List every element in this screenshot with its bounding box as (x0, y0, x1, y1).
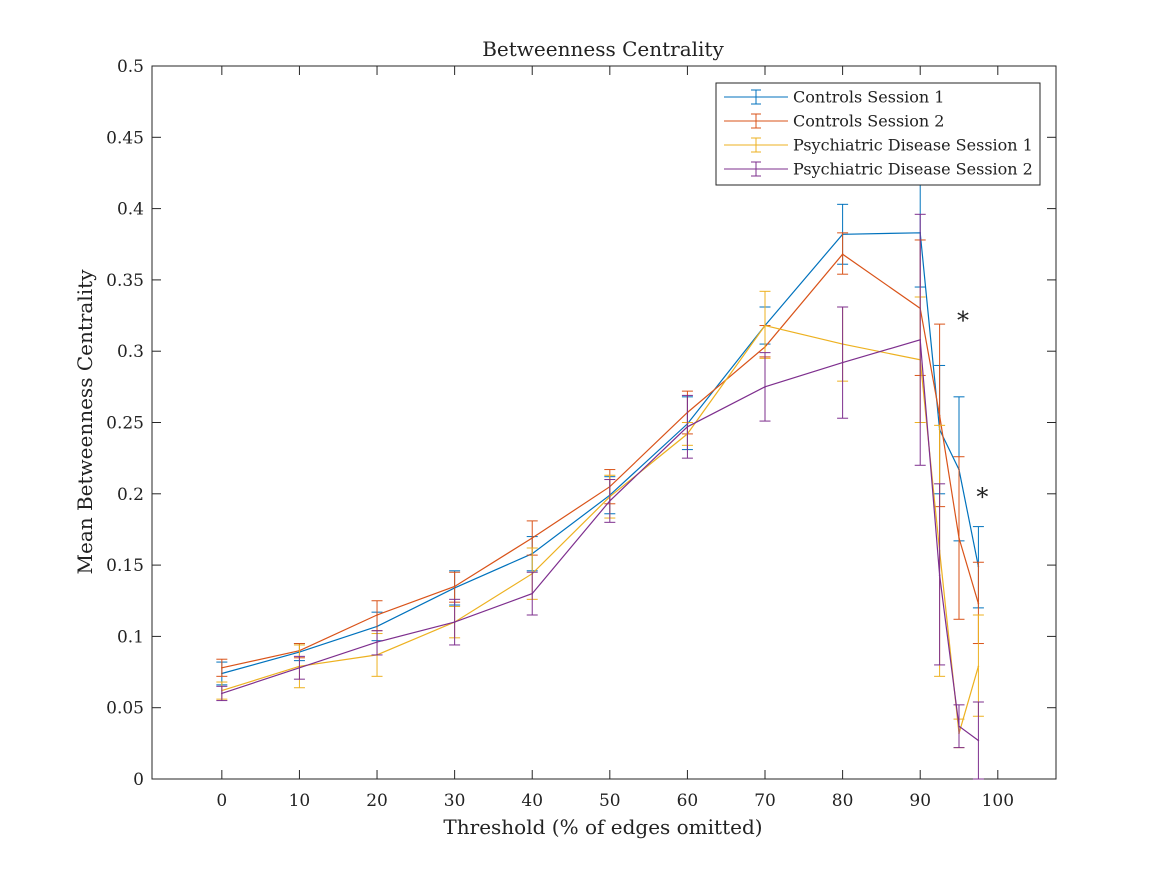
data-point (221, 666, 223, 669)
y-tick-label: 0.45 (106, 128, 144, 148)
x-tick-label: 60 (677, 791, 699, 811)
data-point (221, 692, 223, 695)
legend-item: Controls Session 1 (724, 88, 944, 107)
y-tick-label: 0.1 (117, 627, 144, 647)
data-point (764, 386, 766, 388)
error-bar (293, 655, 305, 680)
x-axis-label: Threshold (% of edges omitted) (443, 815, 762, 839)
legend-box (715, 82, 1041, 186)
series-group (216, 178, 984, 780)
y-tick-label: 0.2 (117, 485, 144, 505)
legend: Controls Session 1 Controls Session 2 Psyc… (715, 82, 1041, 186)
data-point (919, 338, 922, 341)
y-tick-label: 0 (133, 770, 144, 790)
data-point (977, 665, 980, 668)
y-tick-label: 0.5 (117, 57, 144, 77)
data-point (453, 585, 456, 588)
data-point (453, 621, 456, 623)
data-point (841, 361, 844, 364)
data-point (958, 537, 960, 539)
error-bar (526, 571, 538, 616)
data-point (298, 666, 301, 669)
error-bar (972, 701, 984, 780)
error-bar (934, 483, 946, 666)
y-tick-label: 0.25 (106, 414, 144, 434)
error-bar (449, 598, 461, 646)
data-point (376, 641, 378, 643)
data-point (609, 500, 611, 502)
x-tick-label: 0 (216, 791, 227, 811)
significance-marker: * (976, 483, 988, 511)
error-bar (953, 456, 965, 620)
legend-label: Controls Session 1 (793, 88, 944, 107)
data-point (938, 574, 941, 576)
error-bar (837, 232, 849, 275)
y-tick-label: 0.3 (117, 342, 144, 362)
error-bar (216, 685, 228, 702)
error-bar (604, 479, 616, 523)
data-point (938, 414, 941, 417)
error-bar (759, 352, 771, 422)
data-point (531, 537, 534, 539)
x-tick-label: 100 (982, 791, 1014, 811)
axis-ticks: 0 10 20 30 40 50 60 70 80 90 100 0 0.05 0.1 0.15 0.2 0.2… (106, 57, 1056, 811)
data-point (686, 425, 689, 428)
data-point (764, 324, 766, 327)
chart-title: Betweenness Centrality (482, 37, 724, 61)
y-tick-label: 0.35 (106, 271, 144, 291)
x-tick-label: 90 (909, 791, 931, 811)
data-point (958, 725, 960, 728)
y-tick-label: 0.15 (106, 556, 144, 576)
y-tick-label: 0.4 (117, 200, 144, 220)
plot-area: 0 10 20 30 40 50 60 70 80 90 100 0 0.05 0.1 0.15 0.2 0.2… (106, 57, 1057, 811)
error-bar (914, 213, 926, 466)
series-4 (216, 213, 984, 780)
data-point (977, 602, 980, 605)
x-tick-label: 10 (289, 791, 311, 811)
error-bar (216, 658, 228, 677)
annotations: ** (957, 306, 988, 511)
error-bar (371, 630, 383, 656)
legend-item: Controls Session 2 (724, 112, 944, 131)
data-point (977, 739, 980, 742)
legend-item: Psychiatric Disease Session 2 (724, 160, 1033, 179)
data-point (841, 253, 844, 256)
legend-label: Controls Session 2 (793, 112, 944, 131)
x-tick-label: 80 (832, 791, 854, 811)
x-tick-label: 20 (366, 791, 388, 811)
x-tick-label: 30 (444, 791, 466, 811)
data-point (376, 614, 378, 616)
error-bar (953, 704, 965, 749)
legend-item: Psychiatric Disease Session 1 (724, 136, 1033, 155)
significance-marker: * (957, 306, 969, 334)
y-tick-label: 0.05 (106, 699, 144, 719)
x-tick-label: 40 (521, 791, 543, 811)
legend-label: Psychiatric Disease Session 1 (793, 136, 1033, 155)
error-bar (837, 306, 849, 419)
y-axis-label: Mean Betweenness Centrality (73, 269, 97, 575)
x-tick-label: 70 (754, 791, 776, 811)
data-point (531, 592, 534, 595)
legend-label: Psychiatric Disease Session 2 (793, 160, 1033, 179)
error-bar (681, 394, 693, 459)
x-tick-label: 50 (599, 791, 621, 811)
